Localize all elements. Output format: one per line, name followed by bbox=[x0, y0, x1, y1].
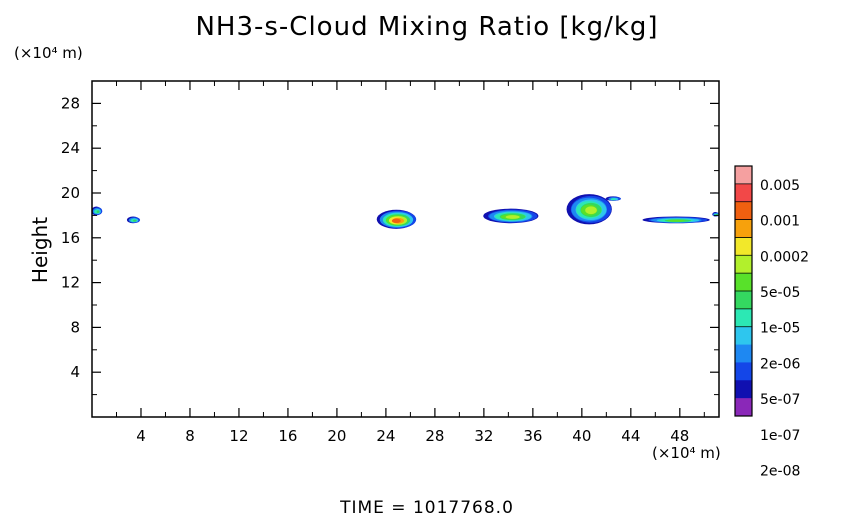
y-tick-label: 28 bbox=[61, 94, 80, 112]
colorbar-label: 5e-07 bbox=[760, 392, 800, 408]
colorbar-swatch bbox=[735, 291, 752, 310]
colorbar-swatch bbox=[735, 237, 752, 256]
colorbar-swatch bbox=[735, 255, 752, 274]
colorbar-swatch bbox=[735, 308, 752, 328]
y-axis-unit: (×10⁴ m) bbox=[14, 44, 83, 62]
colorbar-swatch bbox=[735, 219, 752, 238]
cloud-blob bbox=[605, 196, 621, 201]
cloud-blob bbox=[566, 194, 612, 225]
chart-title: NH3-s-Cloud Mixing Ratio [kg/kg] bbox=[195, 12, 659, 42]
x-tick-label: 24 bbox=[376, 427, 395, 445]
x-tick-label: 12 bbox=[229, 427, 248, 445]
x-tick-label: 4 bbox=[136, 427, 146, 445]
colorbar-label: 5e-05 bbox=[760, 285, 800, 301]
colorbar-swatch bbox=[735, 273, 752, 292]
x-tick-label: 8 bbox=[185, 427, 195, 445]
y-tick-label: 8 bbox=[70, 318, 80, 336]
y-tick-label: 4 bbox=[70, 363, 80, 381]
y-tick-label: 20 bbox=[61, 184, 80, 202]
x-tick-label: 48 bbox=[670, 427, 689, 445]
colorbar-label: 0.001 bbox=[760, 214, 800, 230]
colorbar-swatch bbox=[735, 398, 752, 417]
colorbar-swatch bbox=[735, 326, 752, 345]
y-tick-label: 24 bbox=[61, 139, 80, 157]
colorbar-label: 0.005 bbox=[760, 178, 800, 194]
blob-layer bbox=[505, 215, 520, 219]
colorbar-swatch bbox=[735, 380, 752, 399]
colorbar-swatch bbox=[735, 201, 752, 220]
blob-layer bbox=[585, 206, 597, 215]
colorbar-swatch bbox=[735, 166, 752, 185]
x-tick-label: 16 bbox=[278, 427, 297, 445]
y-tick-label: 16 bbox=[61, 229, 80, 247]
cloud-blob bbox=[91, 206, 103, 216]
cloud-blobs bbox=[91, 194, 720, 229]
cloud-blob bbox=[126, 216, 141, 224]
x-axis-unit: (×10⁴ m) bbox=[652, 444, 721, 462]
x-tick-label: 32 bbox=[474, 427, 493, 445]
cloud-blob bbox=[642, 216, 710, 224]
x-tick-label: 36 bbox=[523, 427, 542, 445]
colorbar-label: 2e-06 bbox=[760, 356, 800, 372]
x-tick-label: 20 bbox=[327, 427, 346, 445]
x-tick-label: 44 bbox=[621, 427, 640, 445]
colorbar-label: 0.0002 bbox=[760, 249, 809, 265]
blob-layer bbox=[96, 210, 100, 213]
colorbar-label: 2e-08 bbox=[760, 464, 800, 480]
time-label: TIME = 1017768.0 bbox=[340, 498, 514, 518]
cloud-blob bbox=[483, 208, 539, 224]
blob-layer bbox=[133, 219, 137, 222]
blob-layer bbox=[391, 218, 401, 223]
blob-layer bbox=[610, 198, 616, 201]
blob-layer bbox=[667, 219, 686, 222]
y-tick-label: 12 bbox=[61, 274, 80, 292]
colorbar-swatch bbox=[735, 183, 752, 203]
colorbar-label: 1e-05 bbox=[760, 321, 800, 337]
x-tick-label: 40 bbox=[572, 427, 591, 445]
plot-frame bbox=[91, 80, 720, 418]
colorbar-swatch bbox=[735, 362, 752, 381]
colorbar-label: 1e-07 bbox=[760, 428, 800, 444]
colorbar-swatch bbox=[735, 344, 752, 363]
x-tick-label: 28 bbox=[425, 427, 444, 445]
colorbar: 0.005 0.001 0.0002 5e-05 1e-05 2e-06 5e-07 1e-0… bbox=[734, 165, 809, 480]
cloud-blob bbox=[376, 209, 417, 229]
